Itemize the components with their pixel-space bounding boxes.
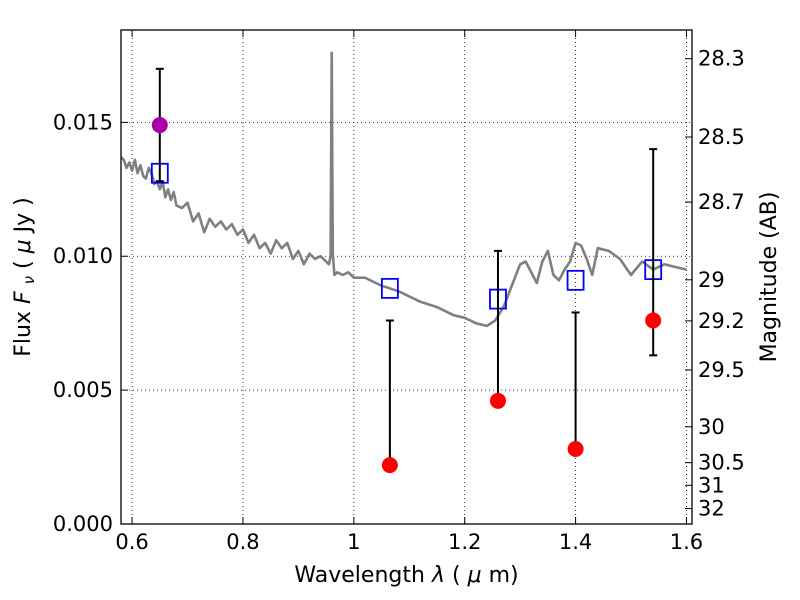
y-axis-title-prefix: Flux (11, 311, 36, 357)
ticks-layer: 0.6 0.8 1 1.2 1.4 1.6 0.000 0.005 0.010 0.015 28.3… (53, 30, 745, 554)
x-tick-label: 0.6 (115, 530, 148, 554)
photometry-point (489, 392, 506, 409)
photometry-point (567, 441, 584, 458)
x-tick-label: 1.2 (448, 530, 481, 554)
x-axis-title-unit-mu: μ (467, 563, 482, 588)
magnitude-tick-label: 28.5 (698, 125, 745, 149)
photometry-point (645, 312, 662, 329)
y-axis-title-symbol-nu: ν (20, 276, 38, 284)
y-axis-title-unit-mu: μ (11, 239, 36, 254)
magnitude-tick-label: 29 (698, 268, 725, 292)
y-axis-title: Flux F ν ( μ Jy ) (11, 197, 38, 356)
x-axis-title-unit-open: ( (452, 563, 461, 588)
magnitude-tick-label: 30 (698, 415, 725, 439)
x-axis-title-symbol: λ (431, 563, 445, 588)
magnitude-tick-label: 28.7 (698, 190, 745, 214)
y-tick-label: 0.005 (53, 378, 113, 402)
magnitude-tick-label: 32 (698, 497, 725, 521)
x-axis-title-prefix: Wavelength (294, 563, 425, 588)
x-axis-title-unit-close: m) (489, 563, 519, 588)
y-axis-title-symbol-f: F (11, 291, 36, 304)
y-axis-title-unit-close: Jy ) (11, 197, 36, 234)
x-tick-label: 1 (347, 530, 360, 554)
plot-frame (120, 29, 693, 525)
magnitude-tick-label: 29.2 (698, 309, 745, 333)
magnitude-tick-label: 28.3 (698, 47, 745, 71)
magnitude-tick-label: 29.5 (698, 358, 745, 382)
x-tick-label: 1.6 (670, 530, 703, 554)
photometry-point (151, 117, 168, 134)
y-tick-label: 0.015 (53, 110, 113, 134)
photometry-point (381, 457, 398, 474)
y-tick-label: 0.010 (53, 244, 113, 268)
magnitude-axis-title: Magnitude (AB) (757, 192, 782, 363)
observed-photometry-series (381, 148, 662, 474)
model-photometry-point (566, 269, 585, 291)
magnitude-tick-label: 31 (698, 473, 725, 497)
x-tick-label: 0.8 (226, 530, 259, 554)
y-tick-label: 0.000 (53, 512, 113, 536)
plot-area (121, 51, 687, 474)
magnitude-tick-label: 30.5 (698, 451, 745, 475)
x-axis-title: Wavelength λ ( μ m) (294, 563, 518, 588)
x-tick-label: 1.4 (559, 530, 592, 554)
y-axis-title-unit-open: ( (11, 253, 36, 269)
model-photometry-point (380, 277, 399, 299)
reference-photometry-series (151, 67, 168, 183)
